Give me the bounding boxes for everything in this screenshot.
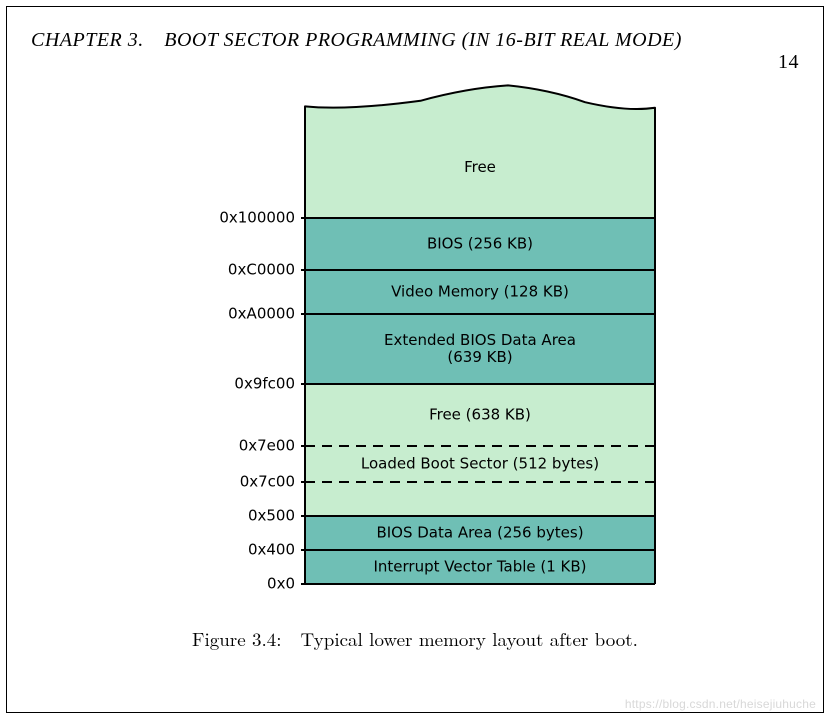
addr-label: 0x9fc00 [234, 375, 295, 393]
region-label: (639 KB) [447, 348, 512, 366]
page-header: CHAPTER 3. BOOT SECTOR PROGRAMMING (IN 1… [31, 27, 799, 74]
addr-label: 0xC0000 [228, 261, 295, 279]
region-label: Interrupt Vector Table (1 KB) [373, 558, 586, 576]
addr-label: 0x400 [248, 541, 295, 559]
addr-label: 0x500 [248, 507, 295, 525]
page-number: 14 [778, 51, 799, 74]
region-label-free-top: Free [464, 158, 496, 176]
addr-label: 0x0 [267, 575, 295, 593]
addr-label: 0x7c00 [240, 473, 295, 491]
figure-caption: Figure 3.4: Typical lower memory layout … [31, 625, 799, 652]
region-label: Extended BIOS Data Area [384, 331, 576, 349]
region-5 [305, 482, 655, 516]
region-label: Video Memory (128 KB) [391, 283, 569, 301]
region-label: BIOS Data Area (256 bytes) [376, 524, 583, 542]
region-label: Loaded Boot Sector (512 bytes) [361, 455, 599, 473]
region-label: Free (638 KB) [429, 406, 531, 424]
memory-layout-diagram: Free 0x100000 BIOS (256 KB) 0xC0000 Video Me… [31, 82, 799, 599]
page-frame: CHAPTER 3. BOOT SECTOR PROGRAMMING (IN 1… [6, 6, 824, 713]
addr-label: 0x100000 [219, 209, 295, 227]
chapter-title: CHAPTER 3. BOOT SECTOR PROGRAMMING (IN 1… [31, 27, 682, 53]
region-label: BIOS (256 KB) [427, 235, 533, 253]
region-free-top [305, 85, 655, 218]
watermark: https://blog.csdn.net/heisejiuhuche [625, 697, 816, 711]
addr-label: 0x7e00 [239, 437, 295, 455]
addr-label: 0xA0000 [228, 305, 295, 323]
